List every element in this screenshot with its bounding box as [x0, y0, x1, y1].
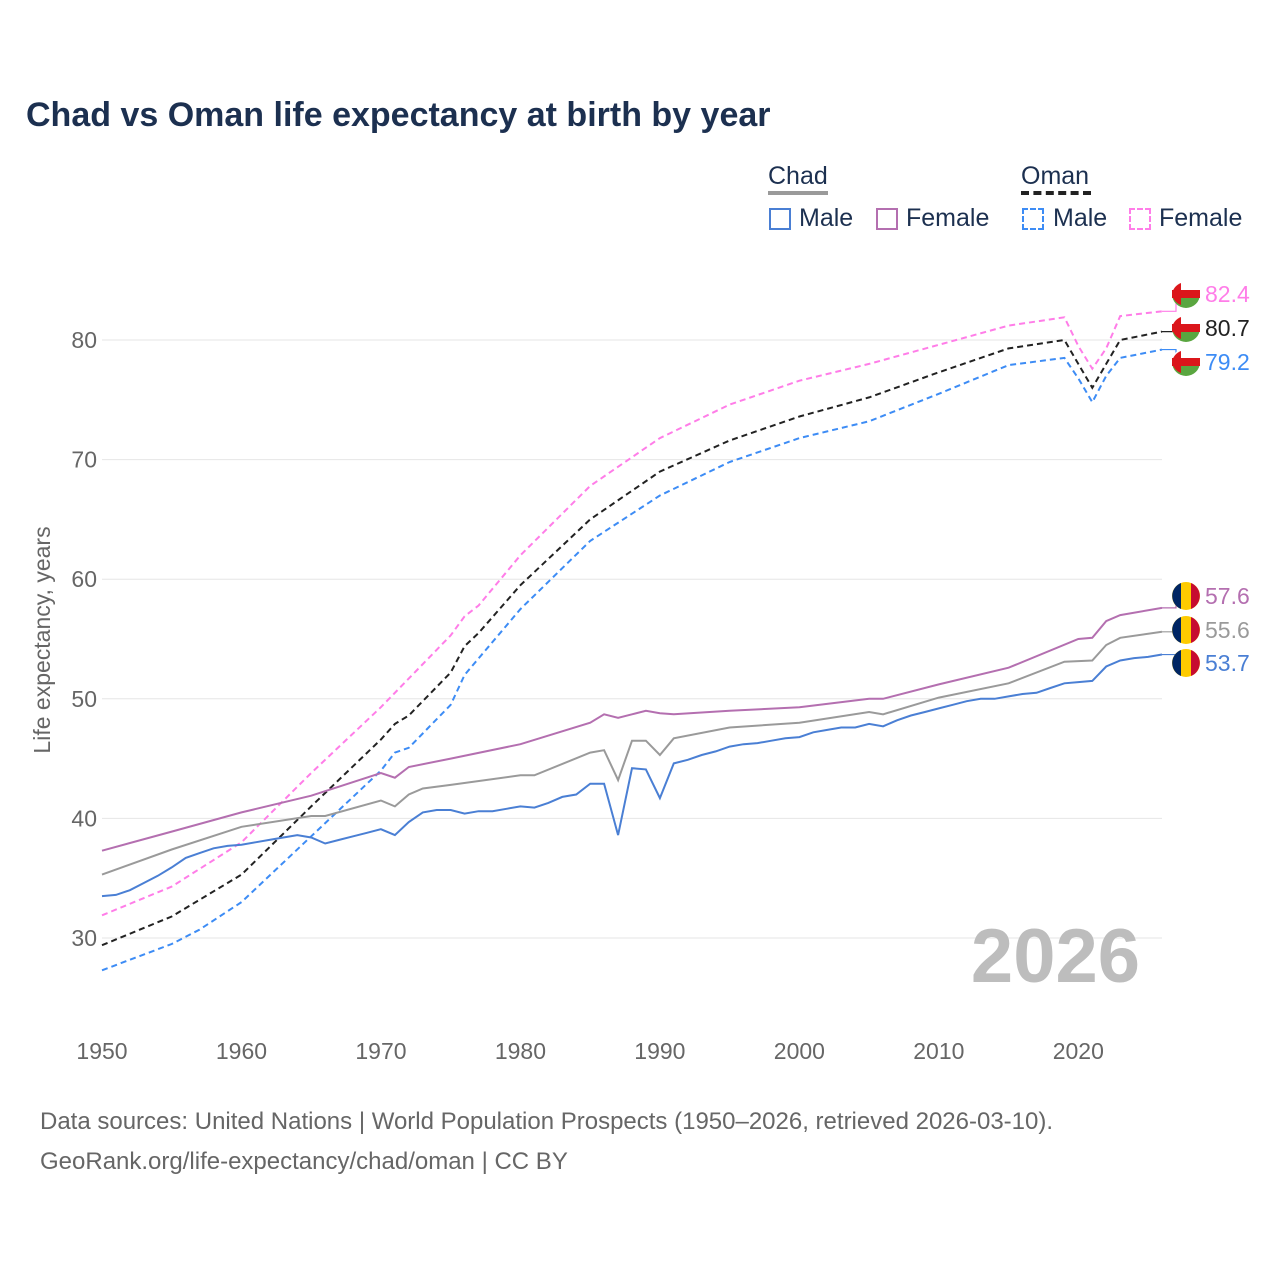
- y-tick-label: 80: [71, 327, 97, 353]
- end-value-label: 82.4: [1205, 281, 1250, 307]
- legend-swatch-oman-male: [1022, 208, 1044, 230]
- y-tick-label: 70: [71, 447, 97, 473]
- legend-oman-female[interactable]: Female: [1159, 204, 1243, 232]
- x-tick-label: 1960: [216, 1038, 267, 1064]
- legend-oman-male[interactable]: Male: [1053, 204, 1108, 232]
- legend-group-oman: Oman: [1021, 162, 1090, 190]
- legend-chad-male[interactable]: Male: [799, 204, 854, 232]
- x-tick-label: 1990: [634, 1038, 685, 1064]
- series-line-chad: [101, 630, 1163, 876]
- oman-flag-band: [1172, 358, 1200, 366]
- legend-swatch-oman-female: [1129, 208, 1151, 230]
- y-tick-label: 30: [71, 925, 97, 951]
- y-tick-label: 40: [71, 805, 97, 831]
- oman-flag-band: [1172, 290, 1200, 298]
- oman-flag-hoist: [1172, 351, 1181, 373]
- chad-flag-red: [1191, 617, 1200, 643]
- series-line-oman-female: [101, 310, 1163, 917]
- series-line-oman: [101, 330, 1163, 947]
- end-value-label: 53.7: [1205, 650, 1250, 676]
- oman-flag-band: [1172, 324, 1200, 332]
- legend-chad-line: [768, 191, 828, 195]
- x-tick-label: 2020: [1053, 1038, 1104, 1064]
- legend-swatch-chad-male: [769, 208, 791, 230]
- series-line-oman-male: [101, 348, 1163, 972]
- end-value-label: 79.2: [1205, 349, 1250, 375]
- x-tick-label: 1970: [355, 1038, 406, 1064]
- end-value-label: 57.6: [1205, 583, 1250, 609]
- source-line-1: Data sources: United Nations | World Pop…: [40, 1108, 1054, 1135]
- y-axis-label: Life expectancy, years: [29, 526, 55, 753]
- x-tick-label: 1950: [76, 1038, 127, 1064]
- legend-chad-female[interactable]: Female: [906, 204, 990, 232]
- end-value-label: 55.6: [1205, 617, 1250, 643]
- chad-flag-red: [1191, 650, 1200, 676]
- y-tick-label: 60: [71, 566, 97, 592]
- oman-flag-hoist: [1172, 283, 1181, 305]
- legend-group-chad: Chad: [768, 162, 828, 190]
- x-tick-label: 2000: [774, 1038, 825, 1064]
- x-tick-label: 2010: [913, 1038, 964, 1064]
- year-watermark: 2026: [971, 914, 1140, 999]
- series-line-chad-male: [101, 653, 1163, 898]
- chad-flag-blue: [1172, 583, 1181, 609]
- end-value-label: 80.7: [1205, 315, 1250, 341]
- x-tick-label: 1980: [495, 1038, 546, 1064]
- chad-flag-red: [1191, 583, 1200, 609]
- y-tick-label: 50: [71, 686, 97, 712]
- legend-swatch-chad-female: [876, 208, 898, 230]
- oman-flag-hoist: [1172, 317, 1181, 339]
- chart-title: Chad vs Oman life expectancy at birth by…: [26, 96, 771, 134]
- chad-flag-blue: [1172, 617, 1181, 643]
- source-line-2: GeoRank.org/life-expectancy/chad/oman | …: [40, 1148, 568, 1175]
- legend-oman-line: [1021, 191, 1091, 195]
- series-line-chad-female: [101, 606, 1163, 852]
- chad-flag-blue: [1172, 650, 1181, 676]
